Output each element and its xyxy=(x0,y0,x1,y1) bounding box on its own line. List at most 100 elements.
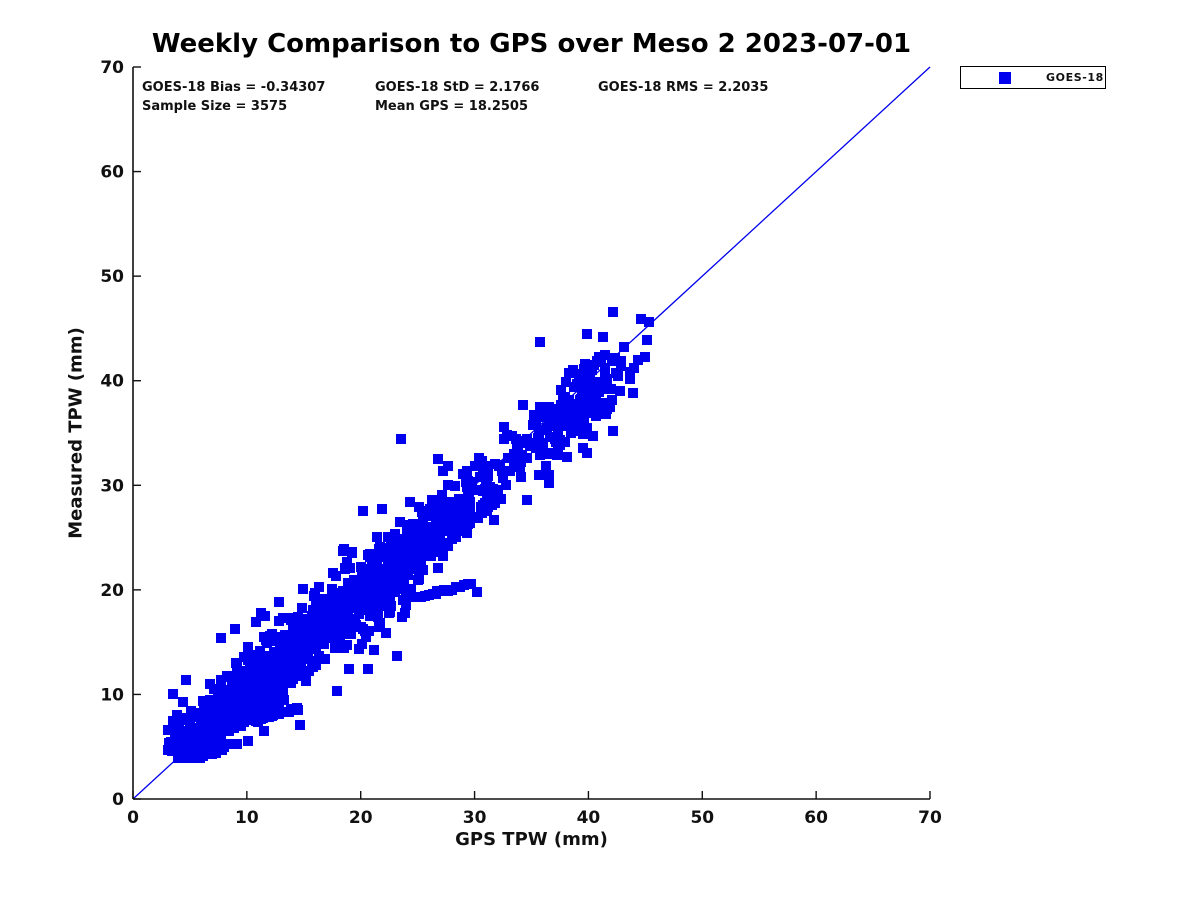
scatter-point xyxy=(173,730,183,740)
scatter-point xyxy=(387,569,397,579)
scatter-point xyxy=(377,504,387,514)
scatter-point xyxy=(178,697,188,707)
scatter-point xyxy=(373,612,383,622)
scatter-point xyxy=(298,642,308,652)
scatter-point xyxy=(388,576,398,586)
scatter-point xyxy=(179,745,189,755)
scatter-point xyxy=(259,726,269,736)
scatter-point xyxy=(242,703,252,713)
scatter-point xyxy=(219,711,229,721)
scatter-point xyxy=(522,495,532,505)
stat-bias: GOES-18 Bias = -0.34307 xyxy=(142,80,326,95)
scatter-point xyxy=(251,617,261,627)
scatter-point xyxy=(518,400,528,410)
scatter-point xyxy=(242,693,252,703)
scatter-point xyxy=(386,601,396,611)
scatter-point xyxy=(615,386,625,396)
scatter-point xyxy=(509,459,519,469)
scatter-point xyxy=(350,599,360,609)
scatter-point xyxy=(415,549,425,559)
scatter-point xyxy=(328,598,338,608)
scatter-point xyxy=(369,578,379,588)
scatter-point xyxy=(447,534,457,544)
scatter-point xyxy=(350,617,360,627)
scatter-point xyxy=(607,353,617,363)
scatter-point xyxy=(588,431,598,441)
scatter-point xyxy=(613,371,623,381)
scatter-point xyxy=(498,473,508,483)
scatter-point xyxy=(181,675,191,685)
scatter-point xyxy=(246,679,256,689)
scatter-point xyxy=(565,421,575,431)
scatter-point xyxy=(298,584,308,594)
scatter-point xyxy=(306,635,316,645)
scatter-point xyxy=(384,608,394,618)
scatter-point xyxy=(185,728,195,738)
scatter-point xyxy=(544,470,554,480)
scatter-point xyxy=(342,605,352,615)
scatter-point xyxy=(216,675,226,685)
scatter-point xyxy=(256,608,266,618)
scatter-point xyxy=(332,686,342,696)
scatter-point xyxy=(568,365,578,375)
scatter-point xyxy=(600,363,610,373)
scatter-point xyxy=(587,365,597,375)
y-tick-label: 30 xyxy=(100,476,124,496)
scatter-point xyxy=(437,500,447,510)
scatter-point xyxy=(443,480,453,490)
scatter-point xyxy=(642,335,652,345)
scatter-point xyxy=(236,721,246,731)
scatter-point xyxy=(268,654,278,664)
scatter-point xyxy=(374,544,384,554)
scatter-point xyxy=(403,520,413,530)
scatter-point xyxy=(398,584,408,594)
scatter-point xyxy=(358,506,368,516)
scatter-point xyxy=(418,514,428,524)
scatter-point xyxy=(393,551,403,561)
scatter-point xyxy=(616,356,626,366)
scatter-point xyxy=(463,519,473,529)
scatter-point xyxy=(483,471,493,481)
scatter-point xyxy=(396,434,406,444)
legend-label: GOES-18 xyxy=(1046,71,1104,84)
y-tick-label: 20 xyxy=(100,581,124,601)
scatter-point xyxy=(256,681,266,691)
scatter-point xyxy=(347,547,357,557)
scatter-point xyxy=(625,374,635,384)
scatter-point xyxy=(389,586,399,596)
scatter-point xyxy=(544,448,554,458)
scatter-point xyxy=(548,407,558,417)
scatter-point xyxy=(367,565,377,575)
scatter-point xyxy=(255,646,265,656)
scatter-point xyxy=(483,461,493,471)
scatter-point xyxy=(458,469,468,479)
scatter-point xyxy=(503,453,513,463)
scatter-point xyxy=(477,456,487,466)
scatter-point xyxy=(211,699,221,709)
scatter-point xyxy=(577,390,587,400)
scatter-point xyxy=(472,587,482,597)
scatter-point xyxy=(438,551,448,561)
scatter-point xyxy=(556,385,566,395)
scatter-point xyxy=(385,593,395,603)
scatter-point xyxy=(370,557,380,567)
scatter-point xyxy=(421,535,431,545)
scatter-point xyxy=(361,632,371,642)
scatter-point xyxy=(275,641,285,651)
x-tick-label: 50 xyxy=(690,808,714,828)
scatter-point xyxy=(598,379,608,389)
scatter-point xyxy=(243,709,253,719)
scatter-point xyxy=(405,497,415,507)
scatter-point xyxy=(223,739,233,749)
scatter-point xyxy=(274,648,284,658)
scatter-point xyxy=(279,695,289,705)
scatter-point xyxy=(426,508,436,518)
stat-sample-size: Sample Size = 3575 xyxy=(142,99,288,114)
scatter-point xyxy=(363,664,373,674)
scatter-point xyxy=(605,402,615,412)
scatter-point xyxy=(342,557,352,567)
scatter-point xyxy=(582,329,592,339)
scatter-point xyxy=(583,390,593,400)
scatter-point xyxy=(402,526,412,536)
scatter-point xyxy=(330,631,340,641)
